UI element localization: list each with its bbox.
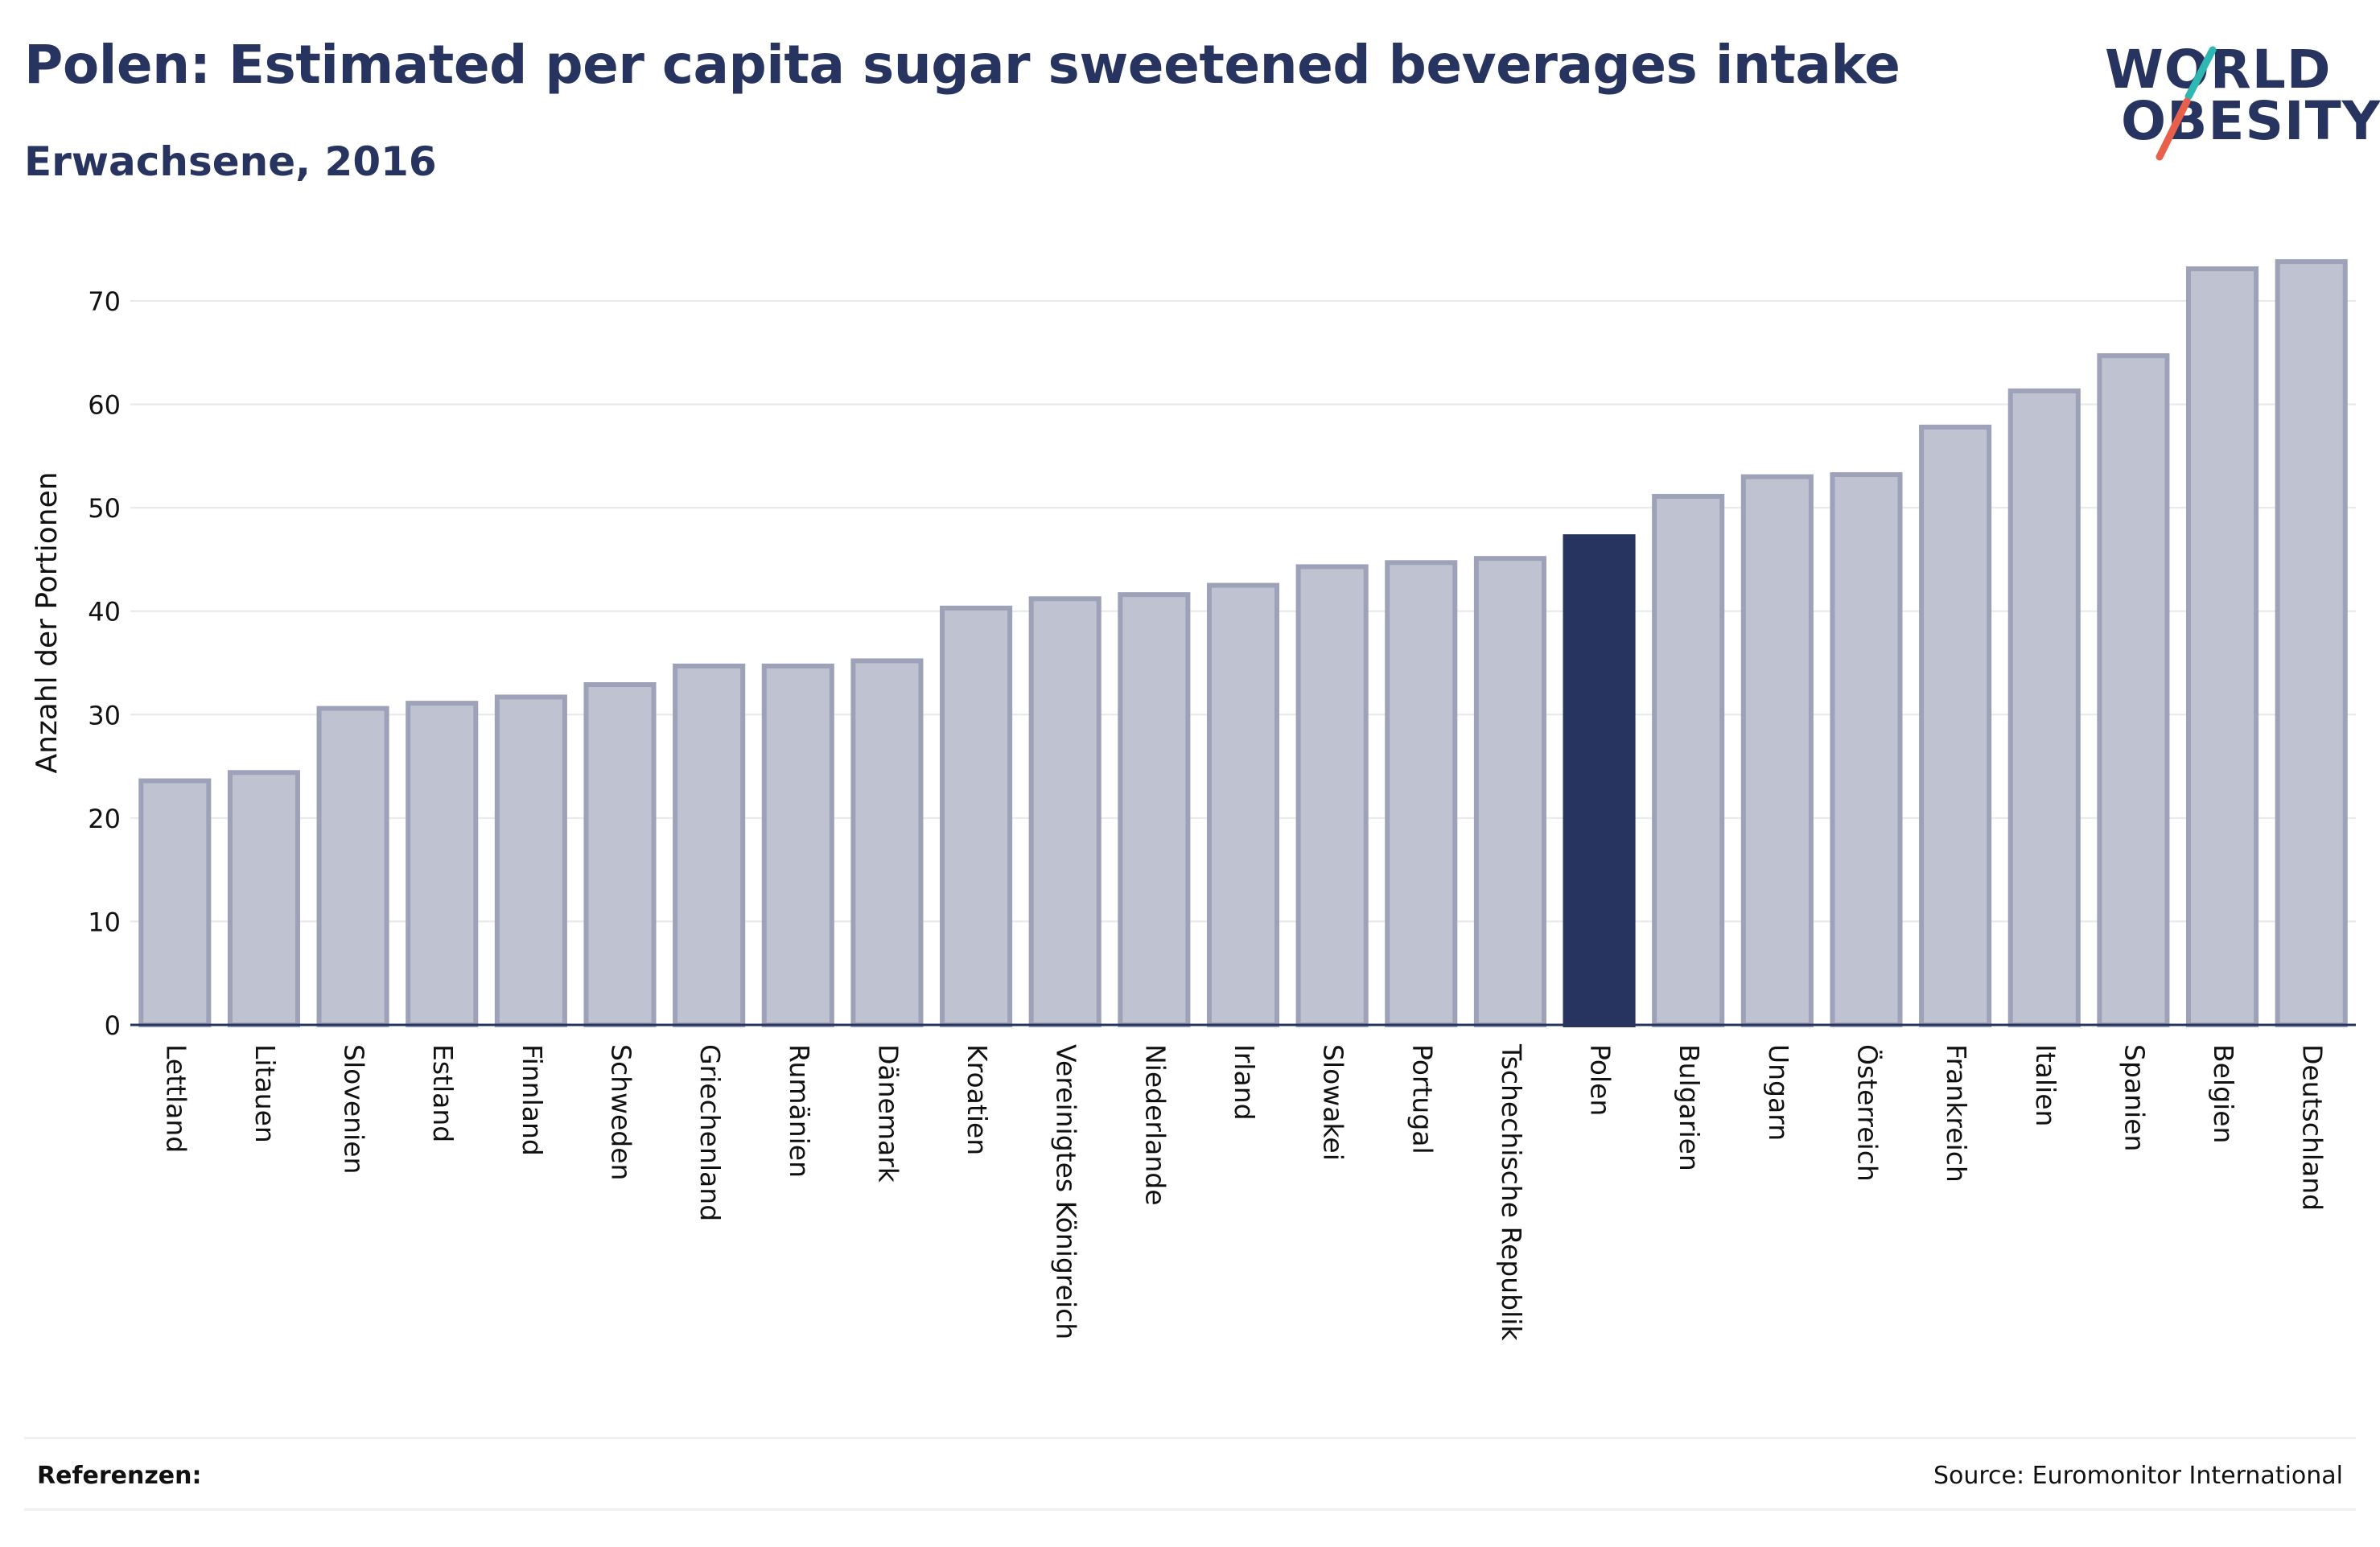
x-tick-label: Österreich bbox=[1851, 1044, 1884, 1182]
references-label: Referenzen: bbox=[37, 1462, 202, 1490]
bar-belgien bbox=[2185, 266, 2259, 1027]
x-tick-label: Portugal bbox=[1406, 1044, 1438, 1154]
chart-subtitle: Erwachsene, 2016 bbox=[24, 138, 437, 185]
bar-griechenland bbox=[673, 663, 746, 1027]
x-tick-label: Deutschland bbox=[2297, 1044, 2329, 1211]
y-tick-label: 50 bbox=[88, 493, 121, 524]
bar-estland bbox=[406, 701, 479, 1028]
source-text: Source: Euromonitor International bbox=[1933, 1462, 2343, 1490]
bar-ungarn bbox=[1740, 474, 1814, 1028]
bar-slovenien bbox=[316, 706, 389, 1027]
x-tick-label: Rumänien bbox=[784, 1044, 815, 1178]
bar-polen bbox=[1563, 534, 1636, 1027]
bar-slowakei bbox=[1295, 564, 1369, 1027]
x-tick-label: Schweden bbox=[606, 1044, 637, 1180]
x-tick-label: Vereinigtes Königreich bbox=[1051, 1044, 1082, 1339]
bar-spanien bbox=[2097, 353, 2170, 1027]
bar-kroatien bbox=[940, 605, 1013, 1028]
bar-vereinigtes-königreich bbox=[1028, 596, 1101, 1027]
bar-dänemark bbox=[850, 658, 924, 1028]
bar-lettland bbox=[138, 778, 212, 1027]
bar-rumänien bbox=[761, 663, 834, 1027]
references-bar: Referenzen: Source: Euromonitor Internat… bbox=[24, 1437, 2356, 1511]
bar-niederlande bbox=[1118, 592, 1191, 1027]
y-tick-label: 0 bbox=[105, 1010, 121, 1041]
x-tick-label: Slowakei bbox=[1318, 1044, 1349, 1161]
x-tick-label: Slovenien bbox=[339, 1044, 370, 1174]
x-tick-label: Kroatien bbox=[961, 1044, 993, 1155]
logo-slash-icon bbox=[2156, 46, 2217, 161]
x-axis-labels: Lettland Litauen Slovenien Estland Finnland S… bbox=[160, 1043, 2328, 1341]
logo-line-1: WORLD bbox=[2105, 39, 2332, 101]
x-tick-label: Griechenland bbox=[694, 1044, 726, 1221]
x-tick-label: Bulgarien bbox=[1674, 1044, 1705, 1171]
y-axis-label: Anzahl der Portionen bbox=[31, 471, 64, 773]
bar-deutschland bbox=[2275, 259, 2348, 1027]
x-tick-label: Polen bbox=[1585, 1044, 1616, 1116]
bar-schweden bbox=[583, 682, 657, 1027]
bar-finnland bbox=[494, 694, 567, 1028]
chart-title: Polen: Estimated per capita sugar sweete… bbox=[24, 34, 1900, 96]
bar-chart: 0 10 20 30 40 50 60 70 Lettland Litauen Slovenien… bbox=[31, 259, 2356, 1341]
y-tick-label: 10 bbox=[88, 907, 121, 937]
y-tick-label: 60 bbox=[88, 390, 121, 421]
y-tick-label: 70 bbox=[88, 286, 121, 317]
x-tick-label: Italien bbox=[2030, 1044, 2061, 1126]
y-axis-ticks: 0 10 20 30 40 50 60 70 bbox=[88, 286, 121, 1041]
x-tick-label: Irland bbox=[1229, 1044, 1260, 1121]
y-tick-label: 20 bbox=[88, 804, 121, 834]
bar-italien bbox=[2007, 388, 2081, 1028]
bars bbox=[138, 259, 2348, 1028]
bar-österreich bbox=[1830, 472, 1903, 1027]
y-tick-label: 40 bbox=[88, 597, 121, 627]
x-tick-label: Ungarn bbox=[1763, 1044, 1794, 1141]
x-tick-label: Spanien bbox=[2119, 1044, 2150, 1151]
world-obesity-logo: WORLD OBESITY bbox=[2092, 32, 2380, 177]
x-tick-label: Belgien bbox=[2208, 1044, 2239, 1143]
x-tick-label: Estland bbox=[427, 1044, 459, 1142]
x-tick-label: Frankreich bbox=[1941, 1044, 1972, 1183]
x-tick-label: Litauen bbox=[249, 1044, 281, 1143]
x-tick-label: Tschechische Republik bbox=[1496, 1043, 1527, 1341]
x-tick-label: Lettland bbox=[160, 1044, 191, 1153]
x-tick-label: Niederlande bbox=[1139, 1044, 1171, 1206]
bar-frankreich bbox=[1919, 424, 1992, 1028]
bar-portugal bbox=[1385, 560, 1458, 1027]
x-tick-label: Finnland bbox=[517, 1044, 548, 1156]
y-tick-label: 30 bbox=[88, 700, 121, 730]
x-tick-label: Dänemark bbox=[872, 1044, 904, 1183]
bar-tschechische-republik bbox=[1473, 556, 1546, 1027]
bar-litauen bbox=[227, 770, 301, 1027]
bar-irland bbox=[1206, 582, 1280, 1028]
bar-bulgarien bbox=[1652, 494, 1725, 1027]
